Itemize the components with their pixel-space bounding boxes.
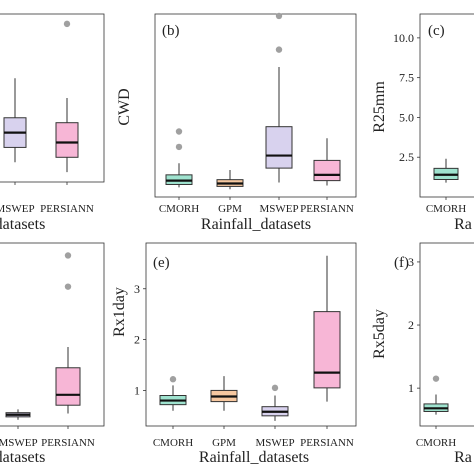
- plot-frame: [419, 242, 474, 427]
- category-label: MSWEP: [255, 437, 294, 449]
- box-gpm: GPM: [210, 376, 238, 449]
- plot-frame: [419, 13, 474, 198]
- outlier-point: [175, 128, 183, 135]
- x-axis-label: Ra: [454, 449, 472, 466]
- box-cmorh: CMORH: [159, 128, 199, 215]
- category-label: PERSIANN: [41, 437, 95, 449]
- category-label: MSWEP: [0, 437, 38, 449]
- y-axis-label: Rx1day: [111, 287, 128, 337]
- plot-frame: [0, 242, 105, 427]
- x-axis-label: datasets: [0, 216, 45, 233]
- box-cmorh: CMORH: [416, 375, 456, 449]
- outlier-point: [64, 252, 72, 259]
- box-mswep: MSWEP: [0, 78, 35, 215]
- panel-tag: (b): [162, 23, 180, 39]
- box-gpm: GPM: [216, 170, 244, 215]
- outlier-point: [64, 283, 72, 290]
- plot-frame: [0, 13, 105, 183]
- box-persiann: PERSIANN: [41, 252, 95, 449]
- y-tick-label: 7.5: [399, 71, 414, 85]
- iqr-box: [313, 311, 341, 389]
- y-tick-label: 1: [134, 383, 140, 397]
- box-mswep: MSWEP: [0, 409, 38, 449]
- category-label: PERSIANN: [40, 203, 94, 215]
- outlier-point: [275, 12, 283, 20]
- y-tick-label: 3: [408, 255, 414, 269]
- category-label: PERSIANN: [300, 437, 354, 449]
- iqr-box: [55, 367, 81, 406]
- x-axis-label: Rainfall_datasets: [199, 449, 309, 466]
- y-axis-label: Rx5day: [371, 309, 388, 359]
- category-label: CMORH: [159, 203, 199, 215]
- y-tick-label: 2: [134, 333, 140, 347]
- category-label: CMORH: [426, 203, 466, 215]
- box-persiann: PERSIANN: [300, 138, 354, 215]
- y-axis-label: R25mm: [371, 81, 388, 133]
- box-persiann: PERSIANN: [300, 255, 354, 449]
- outlier-point: [63, 20, 71, 28]
- iqr-box: [265, 126, 293, 169]
- box-cmorh: CMORH: [426, 158, 466, 215]
- box-mswep: MSWEP: [255, 384, 295, 449]
- panel-tag: (f): [394, 255, 409, 271]
- category-label: GPM: [212, 437, 236, 449]
- x-axis-label: datasets: [0, 449, 45, 466]
- outlier-point: [432, 375, 440, 382]
- outlier-point: [169, 376, 177, 383]
- category-label: CMORH: [416, 437, 456, 449]
- y-tick-label: 3: [134, 282, 140, 296]
- panel-tag: (c): [428, 23, 445, 39]
- category-label: MSWEP: [0, 203, 35, 215]
- y-axis-label: CWD: [116, 88, 133, 125]
- outlier-point: [271, 384, 279, 392]
- category-label: GPM: [218, 203, 242, 215]
- y-tick-label: 2: [408, 318, 414, 332]
- box-persiann: PERSIANN: [40, 20, 94, 215]
- x-axis-label: Rainfall_datasets: [201, 216, 311, 233]
- y-tick-label: 1: [408, 381, 414, 395]
- panel-tag: (e): [153, 255, 170, 271]
- iqr-box: [313, 159, 341, 182]
- box-cmorh: CMORH: [153, 376, 193, 449]
- panel-e: 1 2 3 (e) Rx1day Rainfall_datasets CMORH GPM MSW…: [111, 242, 357, 466]
- y-tick-label: 2.5: [399, 150, 414, 164]
- panel-d: datasetsMSWEPPERSIANN: [0, 242, 105, 466]
- box-mswep: MSWEP: [259, 12, 299, 215]
- category-label: CMORH: [153, 437, 193, 449]
- plot-frame: [145, 242, 357, 427]
- y-tick-label: 10.0: [393, 31, 414, 45]
- iqr-box: [55, 122, 79, 158]
- category-label: PERSIANN: [300, 203, 354, 215]
- y-tick-label: 5.0: [399, 110, 414, 124]
- outlier-point: [175, 143, 183, 151]
- x-axis-label: Ra: [454, 216, 472, 233]
- outlier-point: [275, 46, 283, 53]
- category-label: MSWEP: [259, 203, 298, 215]
- plot-frame: [154, 13, 357, 198]
- panel-a: datasetsMSWEP PERSIANN: [0, 13, 105, 233]
